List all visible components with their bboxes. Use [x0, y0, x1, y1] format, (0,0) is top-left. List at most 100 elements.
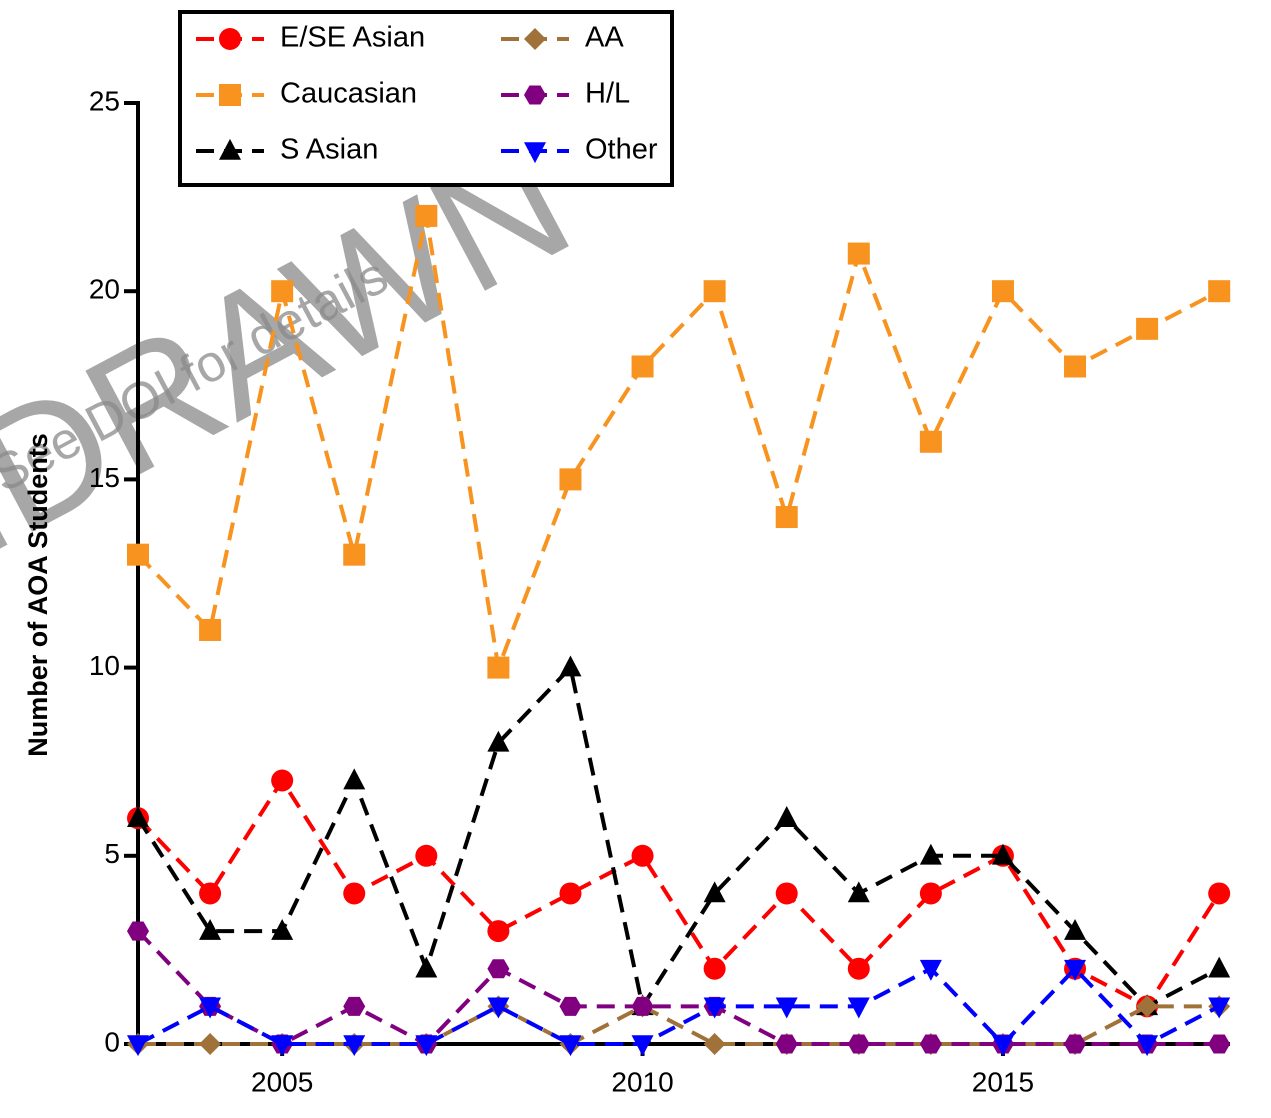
x-tick-label: 2015: [972, 1066, 1034, 1097]
marker: [524, 28, 546, 50]
marker: [127, 543, 149, 566]
y-tick-label: 5: [104, 838, 120, 869]
marker: [219, 28, 241, 50]
marker: [219, 138, 241, 160]
marker: [1208, 882, 1231, 905]
marker: [127, 921, 149, 941]
marker: [1208, 1034, 1231, 1054]
marker: [199, 918, 222, 940]
series-line: [138, 1004, 1220, 1047]
series-line: [136, 776, 1221, 1009]
legend-label: Other: [585, 134, 658, 166]
marker: [919, 1034, 942, 1054]
marker: [703, 957, 726, 980]
series: [127, 655, 1231, 1016]
marker: [487, 656, 510, 679]
x-tick-label: 2005: [251, 1066, 313, 1097]
y-axis-label: Number of AOA Students: [23, 433, 53, 757]
marker: [775, 997, 798, 1019]
marker: [487, 997, 510, 1019]
series-line: [137, 965, 1221, 1047]
marker: [1064, 1034, 1087, 1054]
marker: [127, 1035, 149, 1057]
marker: [631, 996, 654, 1016]
marker: [991, 280, 1014, 303]
marker: [775, 1034, 798, 1054]
marker: [415, 956, 438, 978]
marker: [271, 769, 294, 792]
marker: [703, 997, 726, 1019]
marker: [199, 997, 222, 1019]
y-tick-label: 0: [104, 1026, 120, 1057]
marker: [487, 730, 510, 752]
marker: [559, 882, 582, 905]
marker: [343, 996, 366, 1016]
marker: [343, 882, 366, 905]
marker: [524, 142, 546, 164]
marker: [991, 1035, 1014, 1057]
marker: [219, 84, 241, 106]
y-tick-label: 20: [89, 274, 120, 305]
marker: [199, 1033, 222, 1055]
marker: [919, 959, 942, 981]
series: [127, 204, 1231, 679]
marker: [271, 280, 294, 303]
marker: [1136, 1035, 1159, 1057]
marker: [847, 997, 870, 1019]
marker: [199, 882, 222, 905]
marker: [631, 1035, 654, 1057]
marker: [991, 843, 1014, 865]
marker: [703, 881, 726, 903]
marker: [559, 996, 582, 1016]
series: [127, 921, 1231, 1054]
marker: [847, 881, 870, 903]
legend-label: S Asian: [280, 134, 378, 166]
marker: [1064, 918, 1087, 940]
y-tick-label: 25: [89, 85, 120, 116]
marker: [271, 1035, 294, 1057]
marker: [847, 1034, 870, 1054]
marker: [631, 844, 654, 867]
marker: [775, 506, 798, 529]
series: [127, 959, 1231, 1057]
marker: [487, 959, 510, 979]
y-tick-label: 10: [89, 650, 120, 681]
marker: [415, 204, 438, 227]
legend-label: E/SE Asian: [280, 22, 425, 54]
marker: [1064, 355, 1087, 378]
marker: [775, 882, 798, 905]
marker: [343, 1035, 366, 1057]
marker: [919, 882, 942, 905]
marker: [847, 957, 870, 980]
marker: [919, 430, 942, 453]
marker: [1136, 317, 1159, 340]
series-line: [136, 929, 1220, 1047]
legend-label: H/L: [585, 78, 630, 110]
marker: [1208, 956, 1231, 978]
legend-label: Caucasian: [280, 78, 417, 110]
marker: [631, 355, 654, 378]
marker: [1208, 997, 1231, 1019]
marker: [415, 844, 438, 867]
series-line: [136, 215, 1221, 676]
marker: [343, 768, 366, 790]
x-tick-label: 2010: [611, 1066, 673, 1097]
marker: [415, 1035, 438, 1057]
legend: E/SE Asian Caucasian S Asian AA H/L Other: [178, 10, 674, 187]
y-tick-label: 15: [89, 462, 120, 493]
marker: [559, 1035, 582, 1057]
marker: [1208, 280, 1231, 303]
marker: [199, 618, 222, 641]
marker: [775, 806, 798, 827]
marker: [1136, 995, 1159, 1018]
marker: [919, 843, 942, 865]
series: [127, 995, 1231, 1055]
marker: [559, 655, 582, 677]
marker: [487, 920, 510, 943]
marker: [1064, 959, 1087, 981]
marker: [343, 543, 366, 566]
marker: [847, 242, 870, 265]
marker: [524, 85, 546, 105]
